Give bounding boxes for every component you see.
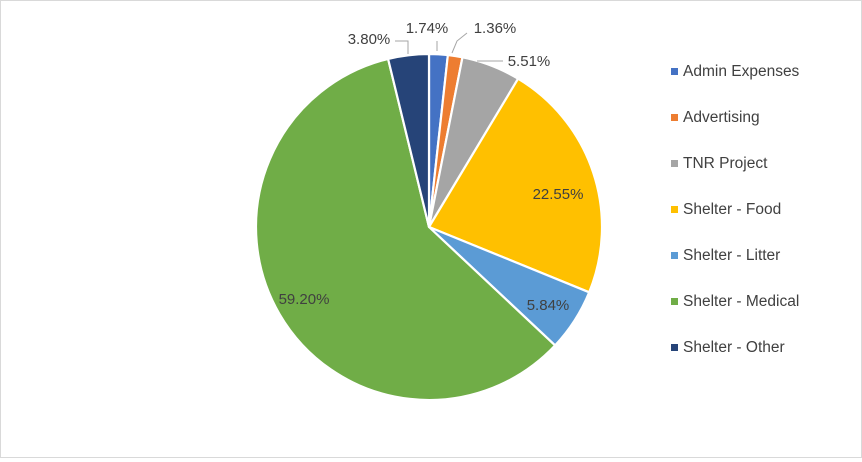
data-label-advertising: 1.36% (474, 20, 517, 37)
legend-label-tnr-project: TNR Project (683, 155, 768, 172)
pie-slices (254, 52, 604, 402)
legend-swatch-shelter-medical (671, 298, 678, 305)
data-label-shelter-medical: 59.20% (279, 291, 330, 308)
pie-slice-shelter-food (427, 77, 604, 294)
legend-swatch-shelter-food (671, 206, 678, 213)
leader-line-shelter-other (395, 40, 409, 54)
legend-swatch-advertising (671, 114, 678, 121)
leader-lines (395, 32, 503, 62)
data-label-shelter-other: 3.80% (348, 31, 391, 48)
legend-swatch-shelter-litter (671, 252, 678, 259)
legend-swatch-tnr-project (671, 160, 678, 167)
legend-label-shelter-food: Shelter - Food (683, 201, 781, 218)
legend-label-shelter-litter: Shelter - Litter (683, 247, 780, 264)
legend-label-shelter-medical: Shelter - Medical (683, 293, 799, 310)
legend: Admin Expenses Advertising TNR Project Shel… (671, 63, 800, 356)
data-label-shelter-litter: 5.84% (527, 297, 570, 314)
data-label-tnr-project: 5.51% (508, 53, 551, 70)
legend-swatch-shelter-other (671, 344, 678, 351)
data-labels: 1.74% 1.36% 5.51% 22.55% 5.84% 59.20% 3.80% (279, 20, 584, 314)
pie-slice-shelter-medical (254, 57, 557, 402)
data-label-shelter-food: 22.55% (533, 186, 584, 203)
legend-swatch-admin-expenses (671, 68, 678, 75)
pie-slice-shelter-other (386, 52, 431, 229)
legend-label-shelter-other: Shelter - Other (683, 339, 785, 356)
legend-label-admin-expenses: Admin Expenses (683, 63, 800, 80)
data-label-admin-expenses: 1.74% (406, 20, 449, 37)
leader-line-advertising (451, 32, 468, 54)
legend-label-advertising: Advertising (683, 109, 760, 126)
